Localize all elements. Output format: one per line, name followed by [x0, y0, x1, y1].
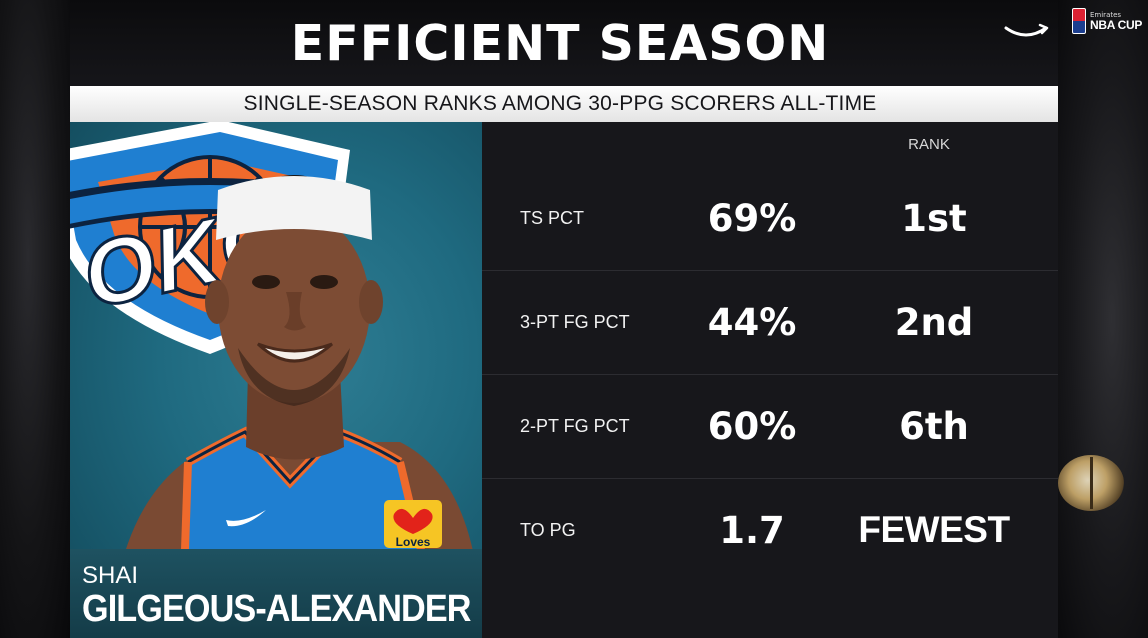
subtitle-bar: SINGLE-SEASON RANKS AMONG 30-PPG SCORERS… — [70, 86, 1058, 122]
stats-graphic-panel: EFFICIENT SEASON SINGLE-SEASON RANKS AMO… — [70, 0, 1058, 638]
nba-cup-logo: Emirates NBA CUP — [1072, 6, 1146, 36]
page-title: EFFICIENT SEASON — [290, 14, 830, 72]
corner-sponsor-text: Emirates — [1090, 10, 1122, 19]
stat-label: 3-PT FG PCT — [520, 311, 630, 332]
stat-value: 44% — [707, 300, 797, 344]
nba-logo-icon — [1072, 8, 1086, 34]
background-right — [1058, 0, 1148, 638]
stat-value: 60% — [707, 404, 797, 448]
stat-rank: 6th — [899, 404, 969, 448]
stat-value: 69% — [707, 196, 797, 240]
title-bar: EFFICIENT SEASON — [70, 0, 1058, 86]
stat-rank: FEWEST — [858, 509, 1010, 550]
corner-cup-text: NBA CUP — [1090, 17, 1143, 32]
background-left — [0, 0, 70, 638]
stat-row: TO PG 1.7 FEWEST — [482, 478, 1058, 582]
rank-column-header: RANK — [908, 135, 950, 153]
stats-table: RANK TS PCT 69% 1st 3-PT FG PCT 44% 2nd … — [482, 122, 1058, 638]
subtitle: SINGLE-SEASON RANKS AMONG 30-PPG SCORERS… — [243, 92, 877, 115]
jersey-sponsor-text: Loves — [396, 535, 431, 549]
player-first-name: SHAI — [82, 562, 139, 589]
player-last-name: GILGEOUS-ALEXANDER — [82, 588, 471, 630]
stat-label: TS PCT — [520, 207, 585, 228]
stat-label: TO PG — [520, 519, 576, 540]
stat-rank: 2nd — [894, 300, 974, 344]
stat-rank: 1st — [901, 196, 967, 240]
headband-icon — [216, 176, 372, 240]
stat-value: 1.7 — [719, 508, 785, 552]
basketball-seam — [1090, 457, 1093, 509]
swoosh-icon — [226, 510, 266, 527]
player-illustration: OKC Loves — [70, 122, 482, 638]
stat-row: 3-PT FG PCT 44% 2nd — [482, 270, 1058, 375]
stat-row: 2-PT FG PCT 60% 6th — [482, 374, 1058, 479]
stat-row: TS PCT 69% 1st — [482, 166, 1058, 271]
stat-label: 2-PT FG PCT — [520, 415, 630, 436]
name-plate — [70, 549, 482, 638]
prime-smile-icon — [1004, 23, 1049, 37]
